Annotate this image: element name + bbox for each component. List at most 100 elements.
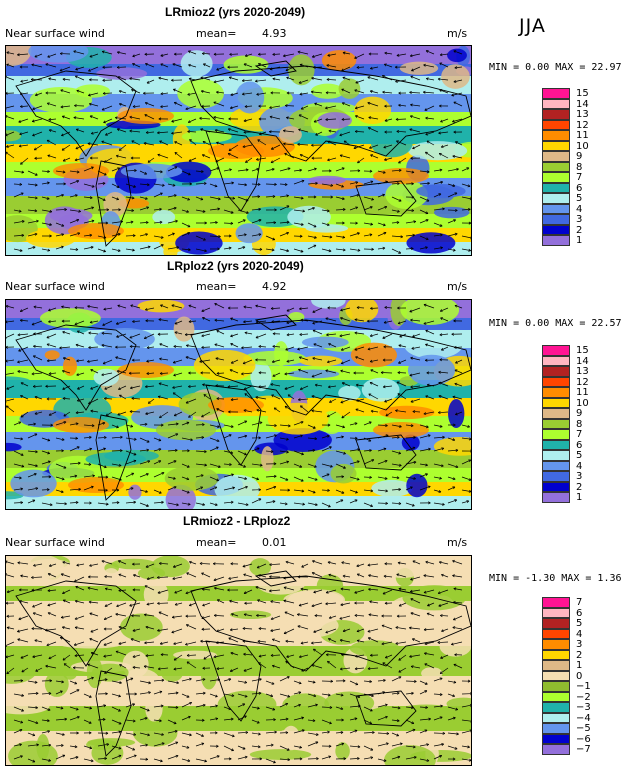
- legend-label: 2: [576, 481, 583, 493]
- panel-1-units: m/s: [447, 27, 468, 40]
- panel-3-mean-label: mean=: [196, 536, 237, 549]
- legend-label: 12: [576, 119, 589, 131]
- legend-swatch: [542, 408, 570, 419]
- panel-3-variable: Near surface wind: [5, 536, 105, 549]
- legend-label: 12: [576, 376, 589, 388]
- legend-swatch: [542, 172, 570, 183]
- legend-label: 2: [576, 649, 583, 661]
- panel-3-mean-value: 0.01: [262, 536, 287, 549]
- panel-1-wind-map: [5, 45, 472, 256]
- legend-swatch: [542, 203, 570, 214]
- legend-label: 7: [576, 172, 583, 183]
- legend-label: 4: [576, 203, 583, 215]
- legend-label: 1: [576, 492, 583, 503]
- legend-label: 5: [576, 450, 583, 461]
- panel-1-title: LRmioz2 (yrs 2020-2049): [165, 5, 306, 19]
- legend-swatch: [542, 639, 570, 650]
- legend-label: 1: [576, 235, 583, 246]
- legend-swatch: [542, 733, 570, 744]
- legend-swatch: [542, 182, 570, 193]
- panel-1-max-value: 22.97: [591, 62, 622, 73]
- legend-label: 13: [576, 109, 589, 120]
- panel-3-max-label: MAX =: [561, 573, 592, 584]
- legend-label: 8: [576, 418, 583, 430]
- panel-2-variable: Near surface wind: [5, 280, 105, 293]
- legend-label: 3: [576, 471, 583, 482]
- panel-1-map-svg: [6, 46, 471, 255]
- legend-label: 8: [576, 161, 583, 173]
- panel-2-map-svg: [6, 300, 471, 509]
- panel-1-mean-value: 4.93: [262, 27, 287, 40]
- legend-swatch: [542, 607, 570, 618]
- legend-swatch: [542, 119, 570, 130]
- legend-swatch: [542, 235, 570, 246]
- legend-label: −6: [576, 733, 591, 745]
- legend-label: 15: [576, 345, 589, 356]
- panel-3-min-value: -1.30: [525, 573, 556, 584]
- season-label: JJA: [519, 15, 546, 37]
- legend-swatch: [542, 376, 570, 387]
- legend-swatch: [542, 649, 570, 660]
- legend-swatch: [542, 660, 570, 671]
- legend-swatch: [542, 723, 570, 734]
- legend-swatch: [542, 460, 570, 471]
- legend-label: 3: [576, 639, 583, 650]
- legend-swatch: [542, 355, 570, 366]
- legend-swatch: [542, 681, 570, 692]
- legend-label: −5: [576, 723, 591, 734]
- panel-2-mean-value: 4.92: [262, 280, 287, 293]
- legend-swatch: [542, 214, 570, 225]
- legend-swatch: [542, 450, 570, 461]
- legend-label: 9: [576, 408, 583, 419]
- legend-label: 11: [576, 130, 589, 141]
- legend-label: 6: [576, 439, 583, 451]
- panel-2-max-value: 22.57: [591, 318, 622, 329]
- panel-1-min-value: 0.00: [525, 62, 550, 73]
- legend-swatch: [542, 130, 570, 141]
- panel-2-min-label: MIN =: [489, 318, 520, 329]
- legend-swatch: [542, 109, 570, 120]
- legend-swatch: [542, 670, 570, 681]
- legend-swatch: [542, 492, 570, 503]
- legend-label: 10: [576, 140, 589, 152]
- legend-label: 4: [576, 460, 583, 472]
- legend-label: 14: [576, 98, 589, 110]
- panel-1-mean-label: mean=: [196, 27, 237, 40]
- legend-swatch: [542, 418, 570, 429]
- legend-label: −1: [576, 681, 591, 692]
- legend-swatch: [542, 702, 570, 713]
- legend-label: 6: [576, 182, 583, 194]
- panel-3-units: m/s: [447, 536, 468, 549]
- legend-swatch: [542, 481, 570, 492]
- panel-3-max-value: 1.36: [597, 573, 622, 584]
- legend-swatch: [542, 439, 570, 450]
- legend-label: 2: [576, 224, 583, 236]
- legend-swatch: [542, 88, 570, 99]
- panel-2-title: LRploz2 (yrs 2020-2049): [167, 259, 304, 273]
- legend-label: 6: [576, 607, 583, 619]
- legend-label: 3: [576, 214, 583, 225]
- legend-swatch: [542, 618, 570, 629]
- legend-swatch: [542, 597, 570, 608]
- panel-1-max-label: MAX =: [555, 62, 586, 73]
- legend-label: 13: [576, 366, 589, 377]
- legend-label: 5: [576, 618, 583, 629]
- legend-label: −2: [576, 691, 591, 703]
- panel-2-max-label: MAX =: [555, 318, 586, 329]
- panel-2-mean-label: mean=: [196, 280, 237, 293]
- legend-swatch: [542, 151, 570, 162]
- panel-2-minmax: MIN = 0.00 MAX = 22.57: [489, 318, 622, 329]
- legend-label: −4: [576, 712, 591, 724]
- legend-label: 5: [576, 193, 583, 204]
- legend-label: 14: [576, 355, 589, 367]
- legend-swatch: [542, 397, 570, 408]
- legend-swatch: [542, 193, 570, 204]
- panel-3-min-label: MIN =: [489, 573, 520, 584]
- legend-label: 15: [576, 88, 589, 99]
- legend-swatch: [542, 691, 570, 702]
- legend-swatch: [542, 429, 570, 440]
- panel-2-wind-map: [5, 299, 472, 510]
- panel-3-title: LRmioz2 - LRploz2: [183, 514, 291, 528]
- legend-swatch: [542, 628, 570, 639]
- panel-3-map-svg: [6, 556, 471, 765]
